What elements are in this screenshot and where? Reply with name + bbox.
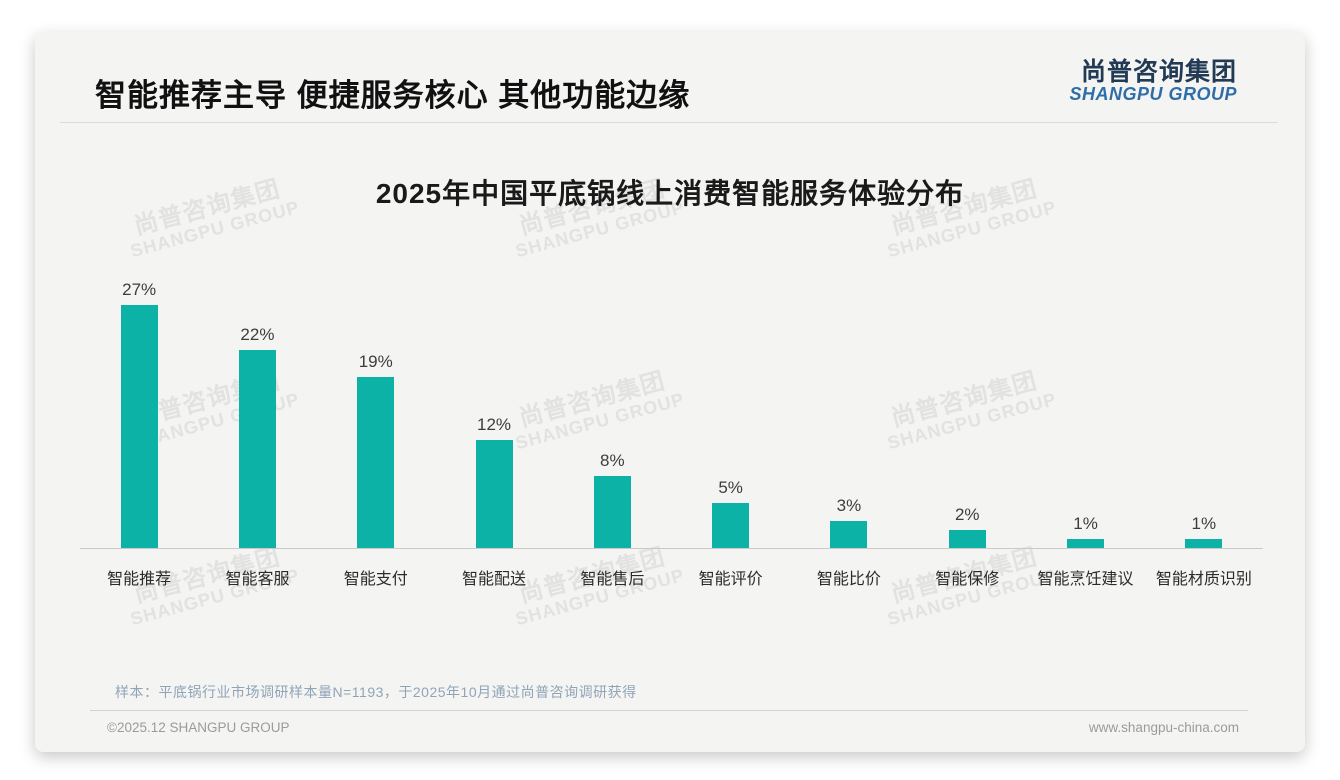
bar	[948, 530, 986, 548]
bar-value-label: 5%	[718, 478, 743, 497]
bar-value-label: 12%	[477, 415, 512, 434]
bar-value-label: 27%	[122, 280, 157, 299]
bar	[120, 305, 158, 548]
bar-value-label: 3%	[836, 496, 862, 515]
x-axis-tick-label: 智能评价	[698, 571, 763, 588]
bar-column: 5%	[671, 478, 789, 548]
x-axis-tick-label: 智能推荐	[107, 571, 172, 588]
bar	[1067, 539, 1105, 548]
x-axis-tick-label: 智能支付	[343, 571, 408, 588]
bar-value-label: 8%	[600, 451, 625, 470]
bars-area: 27% 22% 19% 12% 8% 5% 3% 2% 1% 1%	[80, 269, 1263, 549]
bar	[593, 476, 631, 548]
bar	[712, 503, 750, 548]
copyright-text: ©2025.12 SHANGPU GROUP	[107, 720, 290, 735]
bar-chart: 27% 22% 19% 12% 8% 5% 3% 2% 1% 1% 智能推荐 智能客服 智能支付 智能配…	[80, 269, 1263, 589]
bar-column: 22%	[198, 325, 316, 548]
bar-value-label: 2%	[954, 505, 980, 524]
logo-english-text: SHANGPU GROUP	[1069, 84, 1237, 105]
bar	[1185, 539, 1223, 548]
x-axis-tick-label: 智能售后	[580, 571, 645, 588]
bar	[830, 521, 868, 548]
bar-column: 27%	[80, 280, 198, 548]
x-axis-labels: 智能推荐 智能客服 智能支付 智能配送 智能售后 智能评价 智能比价 智能保修 智能烹饪建议 智能…	[80, 565, 1263, 589]
bar	[475, 440, 513, 548]
x-axis-tick-label: 智能材质识别	[1155, 571, 1252, 588]
footer-divider	[90, 710, 1248, 711]
report-card: 尚普咨询集团 SHANGPU GROUP 尚普咨询集团 SHANGPU GROUP 尚普…	[35, 32, 1305, 752]
x-axis-tick-label: 智能客服	[225, 571, 290, 588]
bar-value-label: 1%	[1073, 514, 1098, 533]
bar-column: 19%	[317, 352, 435, 548]
bar-column: 1%	[1026, 514, 1144, 548]
bar	[357, 377, 395, 548]
website-url: www.shangpu-china.com	[1088, 720, 1239, 735]
x-axis-tick-label: 智能保修	[935, 571, 1000, 588]
bar-column: 2%	[908, 505, 1026, 548]
sample-note: 样本：平底锅行业市场调研样本量N=1193，于2025年10月通过尚普咨询调研获…	[115, 684, 637, 700]
chart-title: 2025年中国平底锅线上消费智能服务体验分布	[375, 178, 965, 209]
bar-value-label: 22%	[240, 325, 275, 344]
page-title: 智能推荐主导 便捷服务核心 其他功能边缘	[95, 78, 691, 113]
bar-column: 8%	[553, 451, 671, 548]
footer-bar: ©2025.12 SHANGPU GROUP www.shangpu-china…	[107, 720, 1239, 735]
company-logo: 尚普咨询集团 SHANGPU GROUP	[1069, 59, 1237, 104]
logo-chinese-text: 尚普咨询集团	[1080, 58, 1237, 86]
bar-column: 12%	[435, 415, 553, 548]
bar-value-label: 1%	[1191, 514, 1217, 533]
x-axis-tick-label: 智能烹饪建议	[1037, 571, 1134, 588]
x-axis-tick-label: 智能比价	[816, 571, 881, 588]
bar-column: 1%	[1145, 514, 1263, 548]
header-divider	[60, 122, 1278, 123]
bar	[238, 350, 276, 548]
x-axis-tick-label: 智能配送	[462, 571, 527, 588]
bar-column: 3%	[790, 496, 908, 548]
bar-value-label: 19%	[358, 352, 393, 371]
